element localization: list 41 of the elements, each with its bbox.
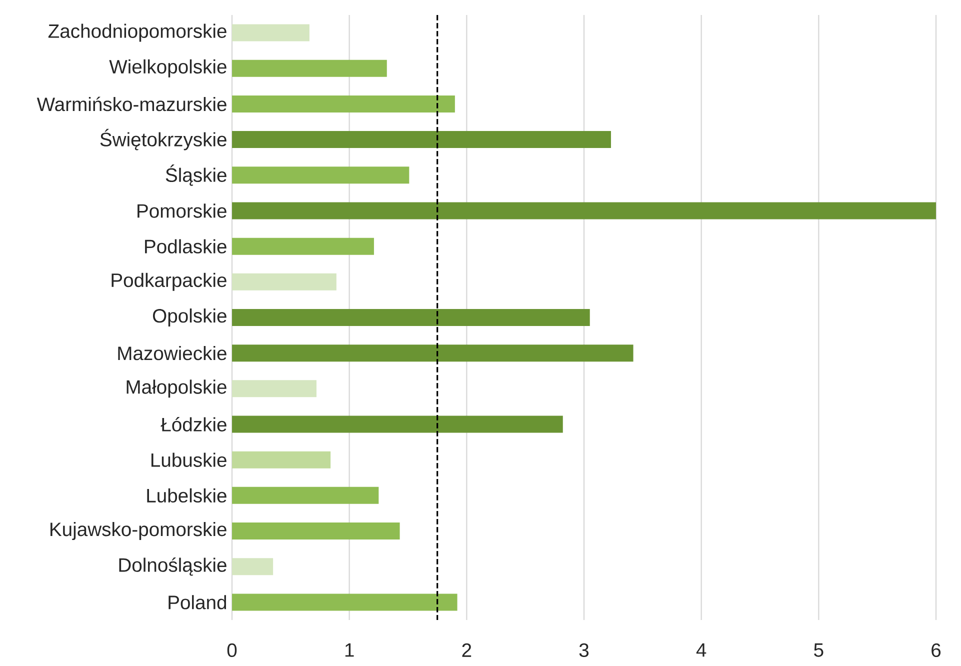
bar [232,238,374,255]
y-tick-label: Wielkopolskie [109,59,226,78]
y-tick-label: Lubelskie [147,488,226,503]
x-tick-label: 4 [696,643,706,657]
y-tick-label: Kujawsko-pomorskie [50,522,226,540]
bar [232,344,634,362]
bar [232,522,400,540]
y-tick-label: Łódzkie [160,417,226,432]
y-tick-label: Małopolskie [126,380,226,398]
y-tick-label: Mazowieckie [118,346,226,360]
y-tick-label: Zachodniopomorskie [48,24,226,42]
y-tick-label: Warmińsko-mazurskie [36,96,226,112]
y-tick-label: Poland [168,595,226,610]
y-tick-label: Podlaskie [145,239,226,254]
y-tick-label: Opolskie [152,308,226,327]
bar [232,451,331,468]
bar [232,24,310,42]
bar [232,202,936,220]
bar [232,273,336,290]
y-tick-label: Śląskie [166,164,226,186]
x-tick-label: 2 [462,643,472,657]
x-tick-label: 3 [579,643,589,658]
bar [232,308,590,326]
x-tick-label: 1 [345,643,354,657]
bar [232,166,410,184]
bar [232,558,274,576]
bar [232,486,379,504]
y-tick-label: Dolnośląskie [119,557,226,576]
x-tick-label: 0 [227,643,237,658]
y-tick-label: Świętokrzyskie [100,128,226,150]
bar [232,416,563,433]
y-tick-label: Lubuskie [151,452,226,467]
x-tick-label: 6 [932,643,941,658]
y-tick-label: Pomorskie [138,204,226,218]
y-tick-label: Podkarpackie [112,272,226,291]
bar [232,594,458,611]
x-tick-label: 5 [814,643,824,657]
bar [232,380,316,398]
bar [232,131,611,148]
bar [232,95,455,112]
bar [232,60,387,77]
